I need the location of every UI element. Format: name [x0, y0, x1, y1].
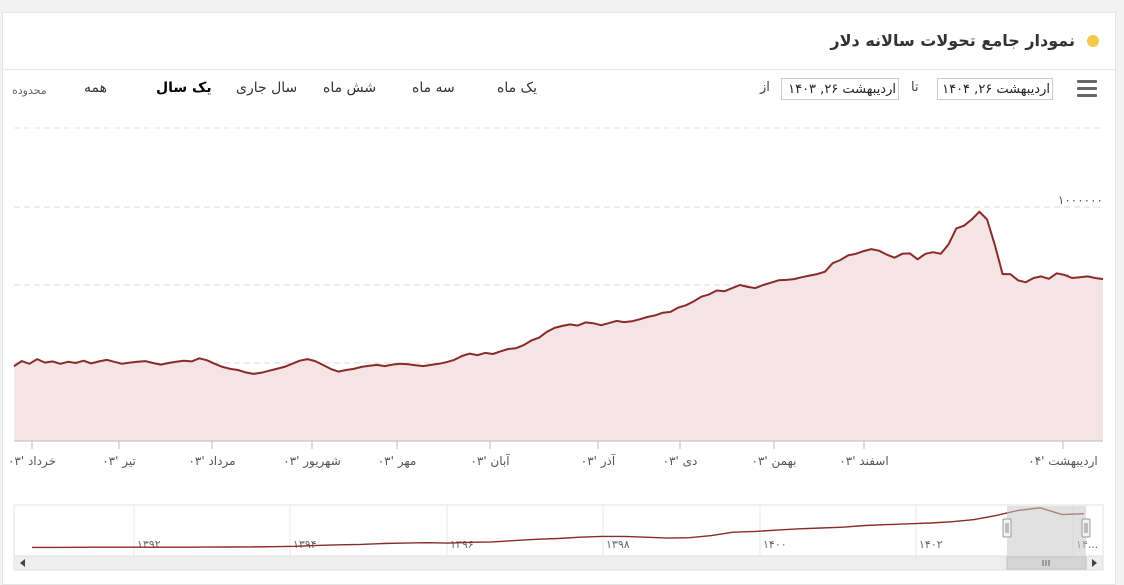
scroll-left-arrow-icon[interactable]	[20, 559, 25, 567]
x-tick-label: خرداد '۰۳	[8, 454, 56, 469]
navigator-selection	[1007, 506, 1086, 556]
period-button-six-months[interactable]: شش ماه	[323, 80, 377, 96]
navigator-tick-label: ۱۴۰۲	[919, 538, 943, 551]
status-dot-icon	[1087, 35, 1099, 47]
navigator-tick-label: ۱۳۹۶	[450, 538, 474, 551]
x-tick-label: بهمن '۰۳	[752, 454, 797, 469]
navigator-tick-label: ۱۳۹۴	[293, 538, 317, 551]
x-tick-label: اردیبهشت '۰۴	[1028, 454, 1097, 469]
zoom-label: محدوده	[12, 84, 47, 97]
series-line	[13, 210, 1104, 375]
series-area	[14, 211, 1103, 441]
scroll-right-arrow-icon[interactable]	[1092, 559, 1097, 567]
navigator-handle-left[interactable]	[1002, 518, 1012, 538]
period-button-one-month[interactable]: یک ماه	[497, 80, 537, 96]
menu-icon[interactable]	[1077, 80, 1097, 98]
period-button-one-year[interactable]: یک سال	[156, 80, 212, 96]
to-date-input[interactable]	[937, 78, 1053, 100]
page-title: نمودار جامع تحولات سالانه دلار	[830, 31, 1075, 50]
navigator-tick-label: ۱۴۰۰	[763, 538, 787, 551]
card-header: نمودار جامع تحولات سالانه دلار	[3, 13, 1115, 70]
x-tick-label: شهریور '۰۳	[283, 454, 341, 469]
navigator-tick-label: ۱۳۹۸	[606, 538, 630, 551]
navigator-tick-label: ۱۳۹۲	[137, 538, 161, 551]
to-label: تا	[911, 80, 919, 95]
x-tick-label: اسفند '۰۳	[839, 454, 888, 468]
navigator-handle-right[interactable]	[1081, 518, 1091, 538]
y-tick-label: ۱۰۰۰۰۰۰	[1058, 193, 1103, 207]
x-tick-label: آذر '۰۳	[581, 453, 616, 469]
x-tick-label: تیر '۰۳	[102, 454, 136, 469]
x-tick-label: مرداد '۰۳	[188, 454, 235, 469]
from-date-input[interactable]	[781, 78, 899, 100]
x-tick-label: آبان '۰۳	[470, 453, 510, 468]
period-button-three-months[interactable]: سه ماه	[412, 80, 455, 96]
x-tick-label: دی '۰۳	[663, 454, 698, 468]
from-label: از	[760, 80, 770, 95]
x-tick-label: مهر '۰۳	[378, 454, 417, 469]
navigator-series-line	[32, 507, 1085, 549]
period-button-all[interactable]: همه	[84, 80, 107, 96]
scrollbar-track	[13, 555, 1104, 571]
period-button-current-year[interactable]: سال جاری	[236, 80, 298, 96]
